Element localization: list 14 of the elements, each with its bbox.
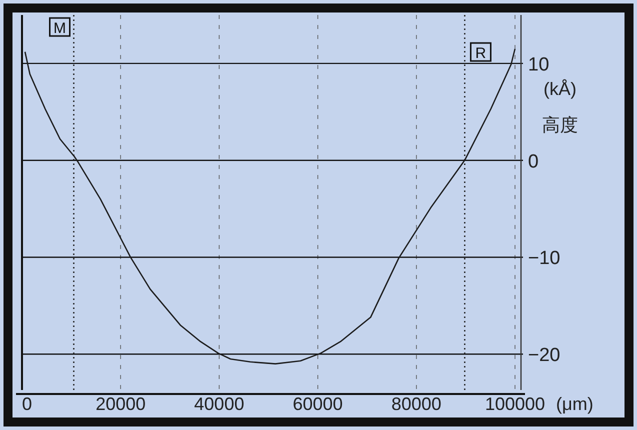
x-tick-label: 80000 [391,394,442,414]
x-tick-label: 100000 [484,394,546,414]
y-tick-label: −20 [528,345,560,366]
ref-line-label: R [475,45,486,62]
y-tick-label: −10 [528,248,560,270]
x-axis-title: (μm) [556,394,594,414]
y-axis-title: (kÅ) 高度 [542,79,578,135]
ref-line-label: M [54,20,66,37]
y-tick-label: 0 [528,151,539,172]
x-tick-label: 0 [22,394,32,414]
y-tick-label: 10 [528,54,550,76]
x-tick-label: 40000 [194,394,244,414]
x-tick-label: 20000 [96,394,146,414]
x-tick-label: 60000 [292,394,343,414]
